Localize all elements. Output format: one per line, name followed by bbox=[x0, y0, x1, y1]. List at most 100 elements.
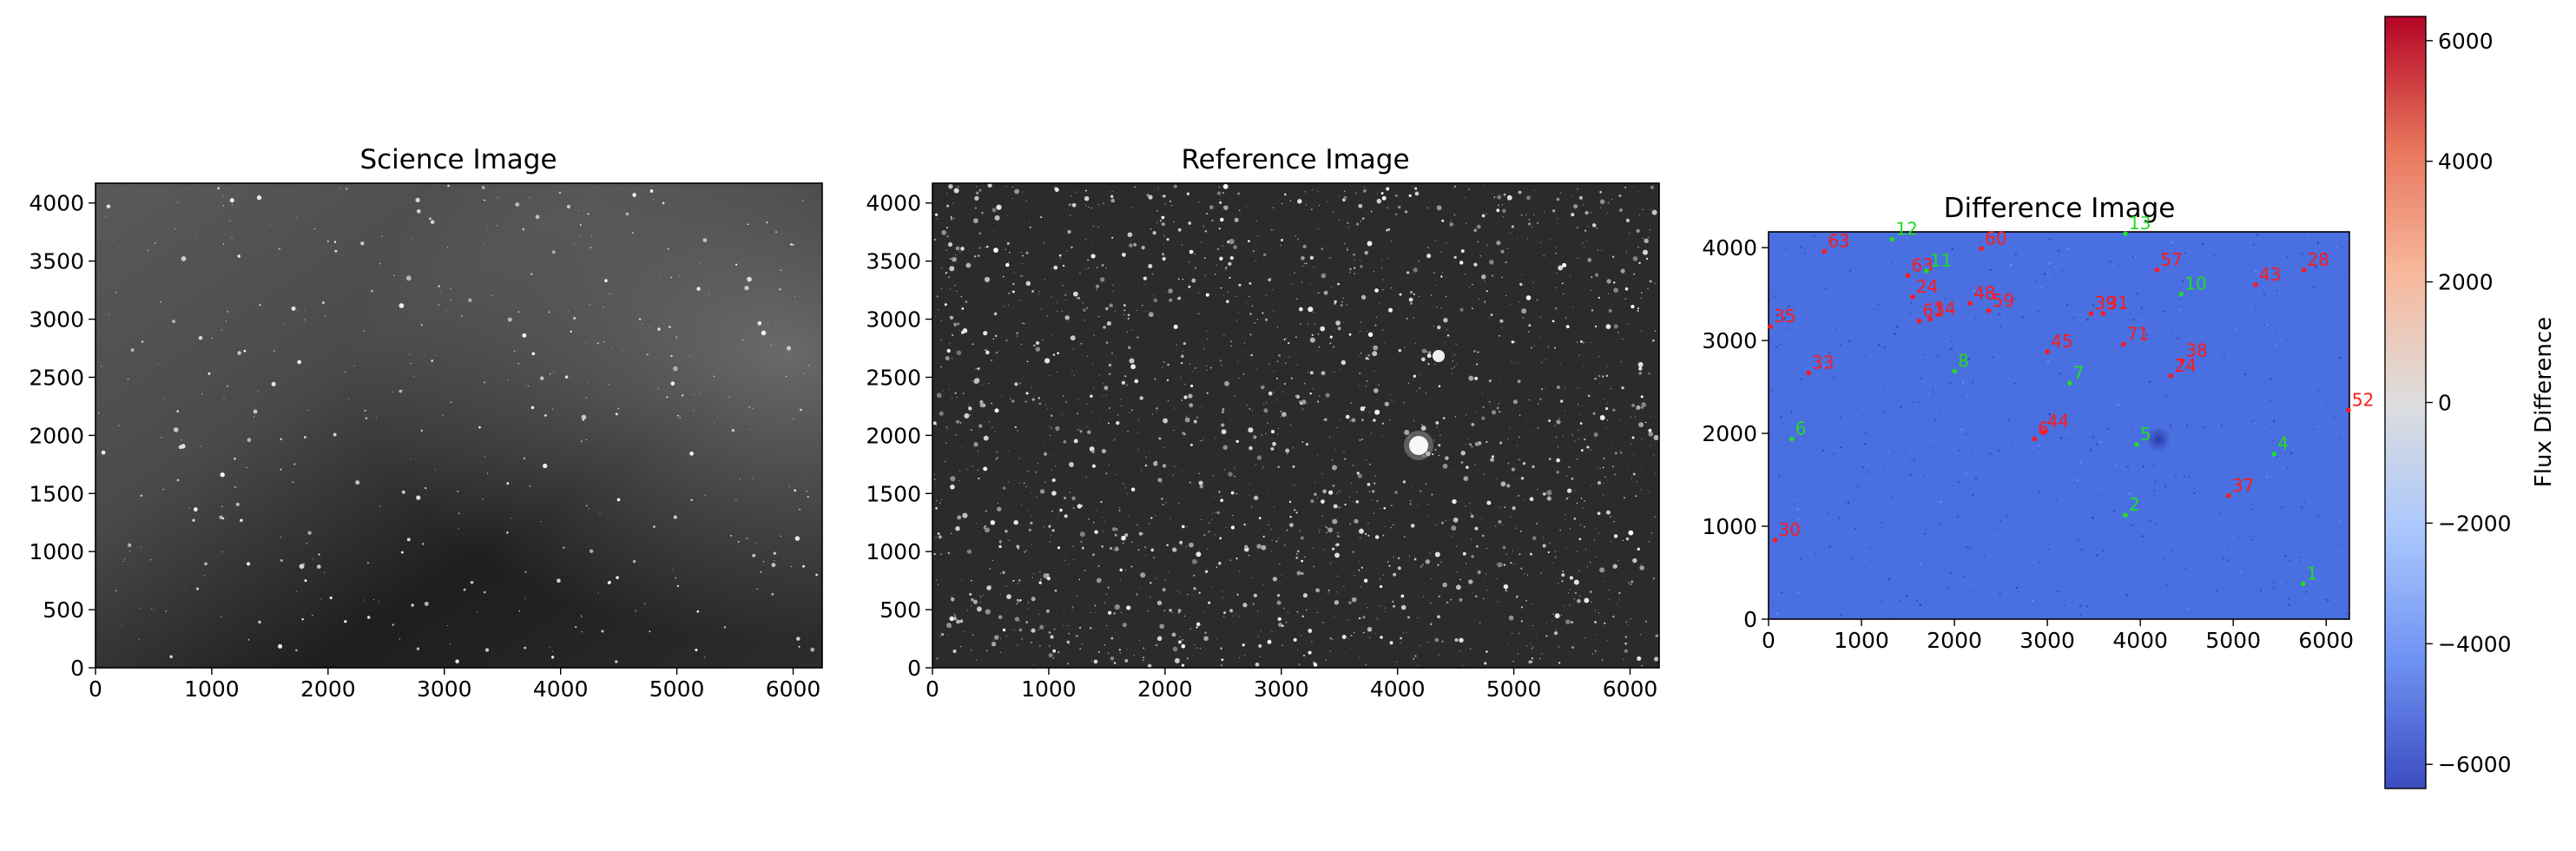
reference-star bbox=[1038, 581, 1042, 584]
reference-star bbox=[1520, 214, 1523, 216]
reference-star bbox=[1455, 343, 1457, 346]
reference-star bbox=[1301, 559, 1304, 563]
reference-star bbox=[1077, 428, 1079, 431]
reference-ticks: 0 1000 2000 3000 4000 5000 6000050010001500200… bbox=[866, 191, 1657, 702]
reference-xtick-label: 6000 bbox=[1603, 676, 1658, 702]
reference-star bbox=[1586, 566, 1588, 568]
reference-star bbox=[1222, 445, 1228, 451]
difference-speck bbox=[1939, 524, 1941, 526]
reference-star bbox=[1302, 654, 1306, 656]
reference-star bbox=[1071, 370, 1073, 372]
reference-star bbox=[1196, 647, 1198, 649]
science-star bbox=[662, 201, 665, 205]
reference-star bbox=[1287, 453, 1288, 455]
reference-star bbox=[1031, 290, 1035, 293]
reference-star bbox=[1623, 658, 1624, 660]
reference-star bbox=[1019, 599, 1022, 602]
reference-star bbox=[1577, 227, 1578, 228]
science-star bbox=[273, 350, 275, 352]
science-star bbox=[221, 551, 223, 553]
reference-star bbox=[1086, 259, 1090, 261]
reference-star bbox=[1031, 386, 1032, 388]
reference-star bbox=[1246, 301, 1248, 303]
reference-star bbox=[1526, 195, 1531, 201]
reference-star bbox=[1189, 363, 1191, 365]
difference-speck bbox=[1877, 303, 1880, 306]
science-star bbox=[696, 610, 700, 613]
reference-star bbox=[1465, 505, 1466, 507]
difference-speck bbox=[2047, 543, 2050, 545]
reference-star bbox=[1021, 252, 1023, 254]
reference-star bbox=[1542, 544, 1546, 548]
difference-speck bbox=[1855, 527, 1857, 530]
reference-star bbox=[947, 551, 951, 555]
reference-star bbox=[1465, 444, 1466, 445]
science-star bbox=[449, 643, 451, 645]
difference-speck bbox=[2074, 426, 2076, 428]
reference-star bbox=[1543, 254, 1545, 256]
reference-star bbox=[1579, 524, 1581, 525]
difference-speck bbox=[2059, 373, 2061, 375]
difference-speck bbox=[2004, 415, 2006, 417]
reference-star bbox=[1098, 374, 1100, 376]
difference-speck bbox=[1823, 365, 1826, 367]
science-star bbox=[730, 535, 732, 537]
reference-star bbox=[972, 634, 974, 637]
science-star bbox=[714, 422, 715, 424]
reference-star bbox=[1061, 413, 1063, 415]
reference-ytick-label: 1500 bbox=[866, 481, 921, 506]
reference-star bbox=[936, 657, 939, 660]
science-star bbox=[221, 517, 225, 520]
reference-star bbox=[1229, 559, 1232, 562]
science-star bbox=[802, 564, 805, 568]
difference-speck bbox=[2276, 329, 2278, 332]
reference-star bbox=[1517, 445, 1519, 446]
science-star bbox=[313, 228, 316, 230]
reference-star bbox=[1272, 577, 1278, 582]
reference-star bbox=[1486, 650, 1488, 653]
reference-star bbox=[959, 470, 961, 472]
reference-star bbox=[1645, 257, 1649, 261]
reference-star bbox=[1120, 579, 1121, 581]
reference-star bbox=[1105, 394, 1107, 396]
difference-speck bbox=[2300, 505, 2303, 509]
reference-star bbox=[1144, 284, 1146, 286]
science-star bbox=[278, 643, 283, 649]
difference-xtick-label: 6000 bbox=[2298, 628, 2354, 653]
difference-speck bbox=[2112, 510, 2116, 512]
reference-star bbox=[1253, 593, 1257, 597]
difference-speck bbox=[1782, 421, 1785, 424]
reference-star bbox=[1379, 584, 1383, 589]
reference-star bbox=[1172, 474, 1174, 476]
reference-star bbox=[1501, 276, 1503, 279]
reference-star bbox=[1309, 337, 1315, 343]
reference-star bbox=[1123, 304, 1126, 307]
difference-speck bbox=[1885, 445, 1887, 448]
difference-speck bbox=[2308, 234, 2310, 236]
reference-star bbox=[1413, 374, 1417, 378]
reference-star bbox=[1544, 211, 1545, 213]
reference-star bbox=[1108, 363, 1112, 367]
reference-star bbox=[1317, 400, 1320, 403]
science-star bbox=[758, 315, 759, 317]
reference-star bbox=[1397, 566, 1401, 571]
reference-star bbox=[1463, 665, 1465, 667]
difference-speck bbox=[1973, 585, 1975, 588]
reference-star bbox=[1064, 554, 1067, 556]
science-star bbox=[221, 505, 223, 508]
science-star bbox=[507, 317, 512, 322]
reference-star bbox=[1556, 470, 1559, 474]
reference-star bbox=[1426, 515, 1428, 517]
reference-star bbox=[1063, 395, 1064, 397]
reference-star bbox=[1309, 371, 1314, 375]
reference-star bbox=[1205, 293, 1209, 297]
reference-star bbox=[1390, 287, 1393, 289]
difference-speck bbox=[2337, 544, 2340, 546]
science-star bbox=[752, 407, 754, 409]
reference-star bbox=[1005, 635, 1007, 637]
difference-speck bbox=[1968, 547, 1971, 550]
difference-speck bbox=[1984, 532, 1986, 534]
reference-star bbox=[1096, 267, 1098, 269]
science-star bbox=[696, 287, 701, 291]
reference-star bbox=[1281, 624, 1284, 627]
